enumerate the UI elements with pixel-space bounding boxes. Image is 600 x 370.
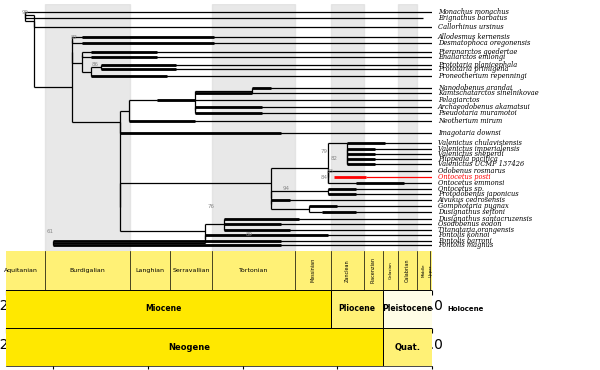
Text: 82: 82 [71,35,78,40]
Text: Pleistocene: Pleistocene [382,304,433,313]
Bar [398,251,418,289]
Bar [331,4,364,251]
Text: Ontocetus emmonsi: Ontocetus emmonsi [437,179,504,187]
Text: Upper: Upper [429,264,433,276]
Text: Ontocetus posti: Ontocetus posti [437,173,490,181]
Text: 79: 79 [321,149,328,154]
Bar [45,4,130,251]
Text: Pontolis kohnoi: Pontolis kohnoi [437,231,489,239]
Text: Valenictus imperialensis: Valenictus imperialensis [437,145,519,153]
Text: 89: 89 [245,232,252,237]
Text: Valenictus sheperdi: Valenictus sheperdi [437,150,503,158]
Text: Titanotaria orangensis: Titanotaria orangensis [437,226,514,233]
Text: Aivukus cedrosensis: Aivukus cedrosensis [437,196,506,204]
Text: Valenictus chulavistensis: Valenictus chulavistensis [437,139,521,147]
Text: Kamtschatarctos sinelnikovae: Kamtschatarctos sinelnikovae [437,89,538,97]
Text: Holocene: Holocene [447,306,484,312]
Bar [383,289,432,328]
Bar [212,251,295,289]
Text: 94: 94 [283,186,290,191]
Text: Ontocetus sp.: Ontocetus sp. [437,185,484,193]
Text: Calabrian: Calabrian [405,259,410,282]
Text: Messinian: Messinian [310,258,316,282]
Text: Prototaria primigena: Prototaria primigena [437,65,508,74]
Text: Burdigalian: Burdigalian [70,268,105,273]
Text: Monachus monachus: Monachus monachus [437,9,509,16]
Text: Neotherium mirum: Neotherium mirum [437,117,502,125]
Text: Pliocene: Pliocene [338,304,376,313]
Text: Pontolis barroni: Pontolis barroni [437,237,491,245]
Text: Tortonian: Tortonian [239,268,268,273]
Bar [0,289,331,328]
Text: Prototaria planicephala: Prototaria planicephala [437,61,517,69]
Text: 61: 61 [46,229,53,234]
Text: Dusignathus santacruzensis: Dusignathus santacruzensis [437,215,532,222]
Text: Dusignathus seftoni: Dusignathus seftoni [437,208,505,216]
Text: Miocene: Miocene [145,304,182,313]
Text: 76: 76 [207,204,214,209]
Text: Quat.: Quat. [395,343,421,352]
Text: Langhian: Langhian [136,268,164,273]
Text: 83: 83 [326,169,334,174]
Text: Serravallian: Serravallian [172,268,210,273]
Bar [383,328,432,366]
Bar [212,4,295,251]
Text: Osodobenus eodon: Osodobenus eodon [437,221,501,228]
Text: Proneotherium repenningi: Proneotherium repenningi [437,72,526,80]
Text: Enaliarctos emlongi: Enaliarctos emlongi [437,53,505,61]
Text: Zanclean: Zanclean [345,259,350,282]
Text: Desmatophoca oregonensis: Desmatophoca oregonensis [437,39,530,47]
Bar [398,4,418,251]
Text: Pseudotaria muramotoi: Pseudotaria muramotoi [437,108,517,117]
Text: Imagotaria downsi: Imagotaria downsi [437,129,500,137]
Text: Middle: Middle [421,263,425,277]
Bar [331,289,383,328]
Bar [45,251,130,289]
Text: 84: 84 [321,175,328,180]
Bar [331,251,364,289]
Text: Allodesmus kernensis: Allodesmus kernensis [437,33,511,41]
Text: Neogene: Neogene [169,343,211,352]
Text: Gomphotaria pugnax: Gomphotaria pugnax [437,202,508,210]
Text: 99: 99 [22,10,29,15]
Text: Odobenus rosmarus: Odobenus rosmarus [437,167,505,175]
Text: Gelasian: Gelasian [389,262,392,279]
Text: Erignathus barbatus: Erignathus barbatus [437,14,507,22]
Text: Valenictus UCMP 137426: Valenictus UCMP 137426 [437,160,524,168]
Text: Pelagiarctos: Pelagiarctos [437,96,479,104]
Text: Nanodobenus arandai: Nanodobenus arandai [437,84,512,92]
Text: Aquitanian: Aquitanian [4,268,37,273]
Text: Callorhinus ursinus: Callorhinus ursinus [437,23,503,31]
Text: 82: 82 [331,156,337,161]
Text: Piacenzian: Piacenzian [371,257,376,283]
Text: 86: 86 [92,62,99,67]
Text: Pteronarctos goedertae: Pteronarctos goedertae [437,48,517,56]
Text: Pontolis magnus: Pontolis magnus [437,241,493,249]
Text: Pliopedia pacifica: Pliopedia pacifica [437,155,497,163]
Text: Protodobenus japonicus: Protodobenus japonicus [437,190,518,198]
Text: Archaeodobenus akamatsui: Archaeodobenus akamatsui [437,103,530,111]
